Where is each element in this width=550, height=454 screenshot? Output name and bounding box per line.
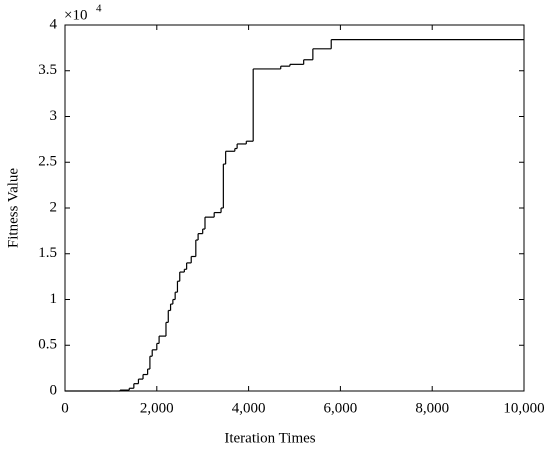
y-tick-label: 3 [50, 108, 58, 124]
x-axis-label: Iteration Times [224, 430, 315, 446]
y-tick-label: 4 [50, 16, 58, 32]
y-tick-label: 1.5 [38, 245, 57, 261]
y-tick-label: 3.5 [38, 62, 57, 78]
x-tick-label: 10,000 [503, 400, 544, 416]
y-axis-label: Fitness Value [5, 168, 21, 248]
y-tick-label: 0 [50, 382, 58, 398]
y-tick-label: 2 [50, 199, 58, 215]
x-tick-label: 2,000 [140, 400, 174, 416]
x-tick-label: 0 [61, 400, 69, 416]
y-tick-label: 0.5 [38, 337, 57, 353]
y-tick-label: 2.5 [38, 154, 57, 170]
x-tick-label: 6,000 [324, 400, 358, 416]
plot-frame [64, 24, 525, 392]
y-multiplier-exponent: 4 [96, 3, 102, 15]
y-multiplier: ×10 [64, 7, 87, 23]
x-tick-label: 4,000 [232, 400, 266, 416]
x-tick-label: 8,000 [415, 400, 449, 416]
y-tick-label: 1 [50, 291, 58, 307]
